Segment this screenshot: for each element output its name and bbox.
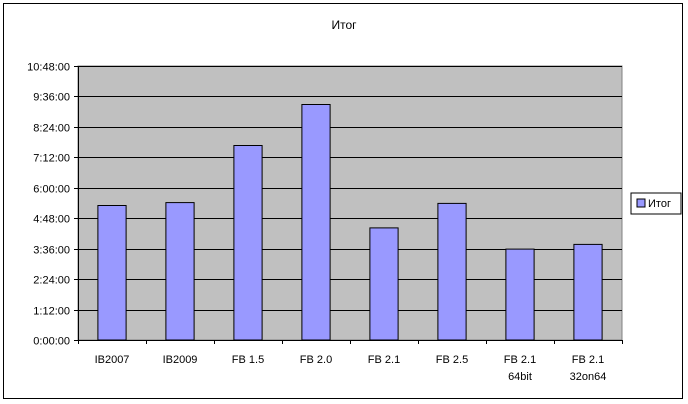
x-tick-label: FB 2.1	[504, 354, 536, 366]
legend-label: Итог	[648, 198, 671, 210]
y-tick-label: 3:36:00	[33, 245, 70, 257]
y-tick-label: 7:12:00	[33, 153, 70, 165]
plot-area	[77, 65, 623, 341]
bar	[437, 202, 467, 341]
bar	[97, 205, 127, 341]
x-tick-label: FB 1.5	[232, 354, 264, 366]
y-tick-label: 1:12:00	[33, 306, 70, 318]
y-tick-label: 2:24:00	[33, 275, 70, 287]
bar	[573, 243, 603, 341]
x-tick-label: FB 2.1	[572, 354, 604, 366]
x-tick-label: 32on64	[570, 371, 607, 383]
x-tick-label: FB 2.1	[368, 354, 400, 366]
x-tick-label: FB 2.0	[300, 354, 332, 366]
y-tick-label: 10:48:00	[27, 62, 70, 74]
legend-box	[630, 192, 682, 215]
y-tick-label: 9:36:00	[33, 92, 70, 104]
legend-swatch	[636, 198, 646, 208]
x-tick-label: FB 2.5	[436, 354, 468, 366]
y-tick-label: 4:48:00	[33, 214, 70, 226]
axes	[74, 66, 623, 344]
bar	[505, 248, 535, 341]
legend: Итог	[630, 192, 682, 215]
y-tick-label: 0:00:00	[33, 336, 70, 348]
bar	[233, 145, 263, 341]
y-tick-label: 6:00:00	[33, 184, 70, 196]
bar	[165, 202, 195, 341]
x-tick-label: IB2009	[163, 354, 198, 366]
x-tick-label: 64bit	[508, 371, 532, 383]
y-tick-labels: 0:00:00 1:12:00 2:24:00 3:36:00 4:48:00 6:00:…	[27, 62, 70, 348]
bars	[97, 104, 603, 341]
chart-title: Итог	[331, 18, 357, 32]
x-tick-labels: IB2007 IB2009 FB 1.5 FB 2.0 FB 2.1 FB 2.5 FB 2…	[95, 354, 607, 383]
y-tick-label: 8:24:00	[33, 123, 70, 135]
x-tick-label: IB2007	[95, 354, 130, 366]
bar	[369, 227, 399, 341]
bar	[301, 104, 331, 341]
